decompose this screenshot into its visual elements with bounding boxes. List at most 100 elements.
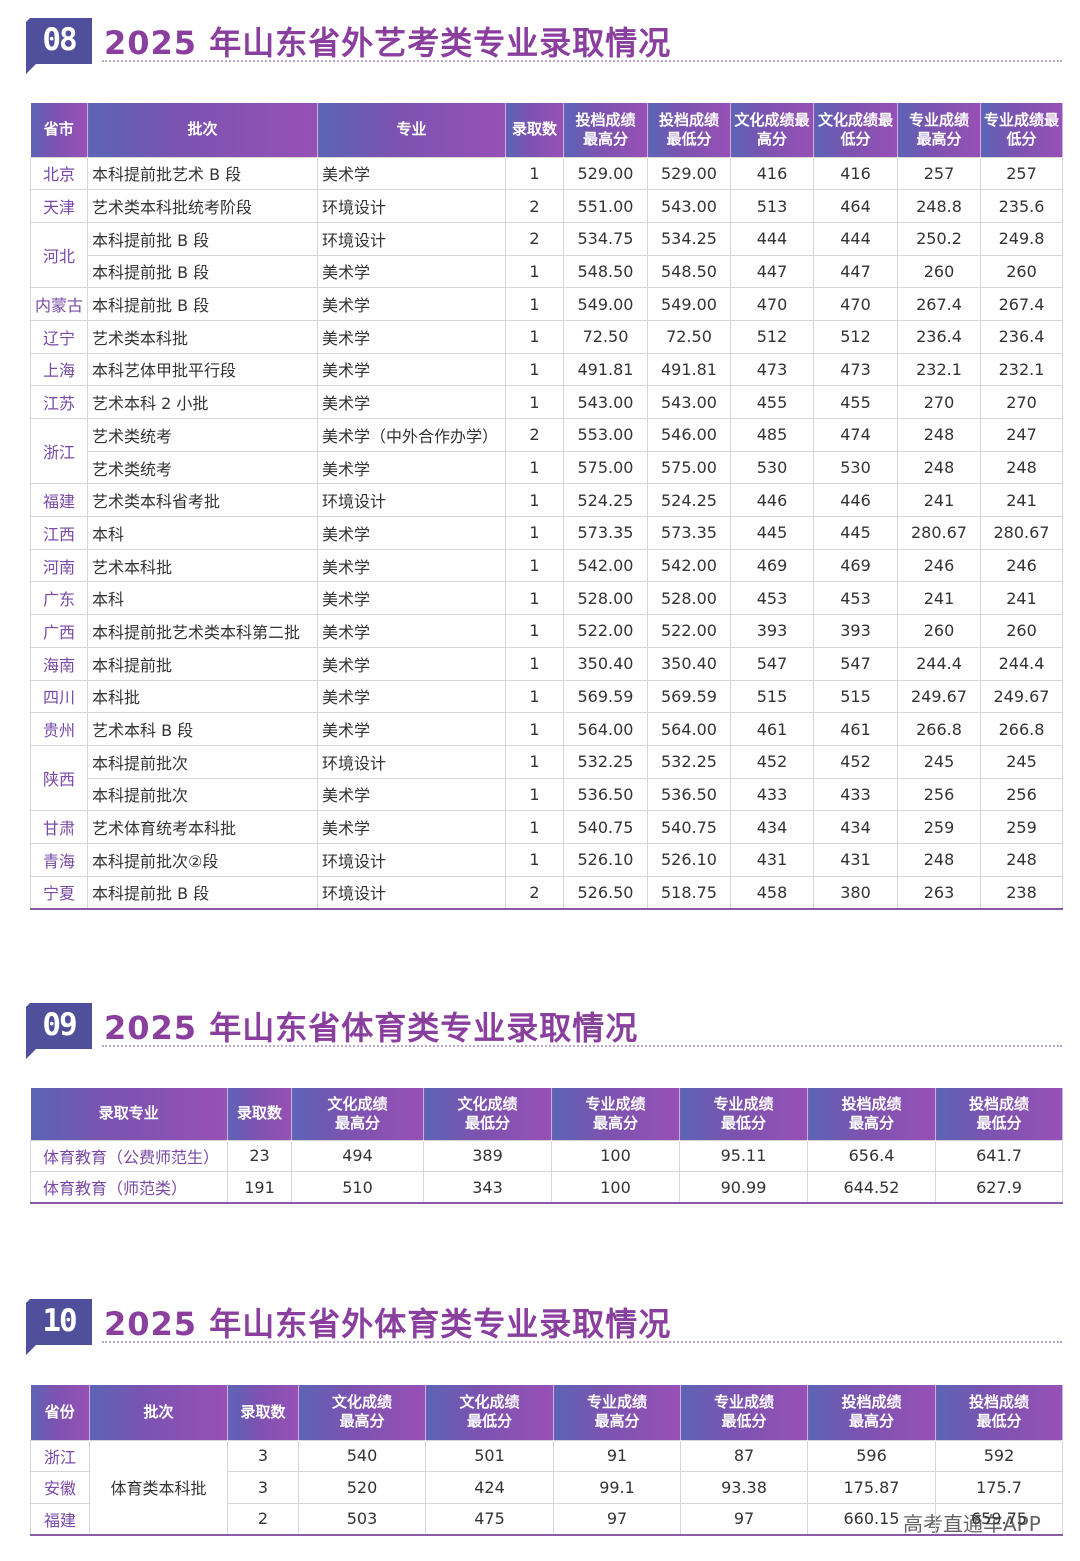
header-cell: 录取数 bbox=[227, 1088, 292, 1140]
header-text: 高分 bbox=[756, 129, 787, 148]
cell: 236.4 bbox=[980, 319, 1063, 354]
cell: 美术学 bbox=[317, 287, 506, 321]
header-text: 专业成绩 bbox=[586, 1393, 647, 1412]
cell: 461 bbox=[813, 712, 898, 746]
cell: 249.67 bbox=[897, 679, 981, 714]
cell: 249.8 bbox=[980, 221, 1063, 256]
table-row: 体育教育（公费师范生） 23 494 389 100 95.11 656.4 641.7 bbox=[30, 1139, 1063, 1172]
section-header: 10 2025 年山东省外体育类专业录取情况 bbox=[0, 1297, 1080, 1357]
cell: 23 bbox=[227, 1139, 292, 1172]
cell: 431 bbox=[730, 842, 814, 877]
cell: 本科提前批 B 段 bbox=[87, 254, 318, 289]
cell: 530 bbox=[730, 450, 814, 485]
header-text: 最低分 bbox=[721, 1412, 767, 1431]
cell: 512 bbox=[730, 319, 814, 354]
cell: 1 bbox=[505, 450, 564, 485]
section-number: 10 bbox=[42, 1303, 77, 1339]
header-text: 最低分 bbox=[464, 1113, 510, 1132]
cell: 513 bbox=[730, 189, 814, 223]
cell: 434 bbox=[813, 810, 898, 844]
cell: 245 bbox=[980, 744, 1063, 779]
header-text: 文化成绩最 bbox=[734, 110, 810, 129]
cell: 469 bbox=[813, 548, 898, 583]
cell: 526.10 bbox=[563, 842, 648, 877]
cell: 艺术本科批 bbox=[87, 548, 318, 583]
section-title: 2025 年山东省外体育类专业录取情况 bbox=[104, 1305, 672, 1343]
cell: 548.50 bbox=[563, 254, 648, 289]
cell: 270 bbox=[897, 385, 981, 419]
cell: 524.25 bbox=[563, 483, 648, 518]
badge-shape bbox=[26, 1299, 92, 1355]
header-text: 文化成绩 bbox=[459, 1393, 520, 1412]
cell: 543.00 bbox=[563, 385, 648, 419]
cell: 美术学（中外合作办学） bbox=[317, 418, 506, 452]
cell: 548.50 bbox=[647, 254, 731, 289]
cell: 248 bbox=[897, 450, 981, 485]
cell: 447 bbox=[813, 254, 898, 289]
cell: 473 bbox=[813, 352, 898, 387]
header-cell: 投档成绩 最高分 bbox=[563, 103, 648, 157]
table-row: 本科提前批 B 段美术学 1 548.50 548.50 447 447 260 260 bbox=[31, 254, 1063, 289]
table-row: 四川 本科批 美术学 1 569.59 569.59 515 515 249.67 249.67 bbox=[30, 679, 1063, 714]
cell: 446 bbox=[730, 483, 814, 518]
header-text: 最高分 bbox=[582, 129, 628, 148]
cell: 232.1 bbox=[980, 352, 1063, 387]
header-cell: 专业成绩最低分 bbox=[680, 1385, 808, 1440]
cell: 本科 bbox=[87, 516, 318, 550]
province-cell: 贵州 bbox=[30, 712, 88, 746]
province-cell: 天津 bbox=[30, 189, 88, 223]
cell: 环境设计 bbox=[317, 483, 506, 518]
cell: 575.00 bbox=[563, 450, 648, 485]
badge bbox=[26, 1299, 92, 1355]
badge bbox=[26, 18, 92, 74]
table-row: 广东 本科 美术学 1 528.00 528.00 453 453 241 241 bbox=[30, 581, 1063, 616]
table-row: 天津 艺术类本科批统考阶段 环境设计 2 551.00 543.00 513 464 248.8… bbox=[30, 189, 1063, 223]
cell: 236.4 bbox=[897, 319, 981, 354]
cell: 美术学 bbox=[317, 548, 506, 583]
cell: 542.00 bbox=[647, 548, 731, 583]
cell: 444 bbox=[813, 221, 898, 256]
cell: 250.2 bbox=[897, 221, 981, 256]
cell: 573.35 bbox=[563, 516, 648, 550]
cell: 241 bbox=[897, 483, 981, 518]
badge bbox=[26, 1003, 92, 1059]
cell: 95.11 bbox=[679, 1139, 808, 1172]
badge-shape bbox=[26, 18, 92, 74]
cell: 本科艺体甲批平行段 bbox=[87, 352, 318, 387]
header-text: 专业成绩 bbox=[713, 1393, 774, 1412]
province-cell: 内蒙古 bbox=[30, 287, 88, 321]
cell: 540.75 bbox=[647, 810, 731, 844]
cell: 249.67 bbox=[980, 679, 1063, 714]
cell: 1 bbox=[505, 581, 564, 616]
cell: 241 bbox=[980, 581, 1063, 616]
cell: 470 bbox=[813, 287, 898, 321]
header-text: 最高分 bbox=[848, 1412, 894, 1431]
header-cell: 投档成绩 最高分 bbox=[807, 1385, 936, 1440]
cell: 473 bbox=[730, 352, 814, 387]
cell: 244.4 bbox=[897, 646, 981, 681]
header-text: 专业成绩 bbox=[713, 1094, 774, 1113]
cell: 452 bbox=[730, 744, 814, 779]
cell: 本科提前批 B 段 bbox=[87, 221, 318, 256]
header-text: 录取数 bbox=[511, 120, 557, 139]
cell: 491.81 bbox=[647, 352, 731, 387]
cell: 232.1 bbox=[897, 352, 981, 387]
header-cell: 录取专业 bbox=[30, 1088, 228, 1140]
province-cell: 江西 bbox=[30, 516, 88, 550]
cell: 环境设计 bbox=[317, 221, 506, 256]
cell: 380 bbox=[813, 875, 898, 910]
header-text: 最高分 bbox=[916, 129, 962, 148]
cell: 艺术体育统考本科批 bbox=[87, 810, 318, 844]
cell: 环境设计 bbox=[317, 189, 506, 223]
cell: 本科提前批 B 段 bbox=[87, 875, 318, 910]
cell: 260 bbox=[980, 614, 1063, 648]
province-cell: 宁夏 bbox=[30, 875, 88, 910]
table-row: 浙江 体育类本科批 3 540 501 91 87 596 592 bbox=[30, 1439, 1063, 1535]
cell: 美术学 bbox=[317, 319, 506, 354]
header-text: 省份 bbox=[44, 1402, 75, 1421]
header-text: 投档成绩 bbox=[575, 110, 636, 129]
cell: 1 bbox=[505, 319, 564, 354]
header-cell: 投档成绩 最低分 bbox=[935, 1385, 1063, 1440]
cell: 424 bbox=[425, 1471, 554, 1504]
header-cell: 专业 bbox=[317, 103, 506, 157]
